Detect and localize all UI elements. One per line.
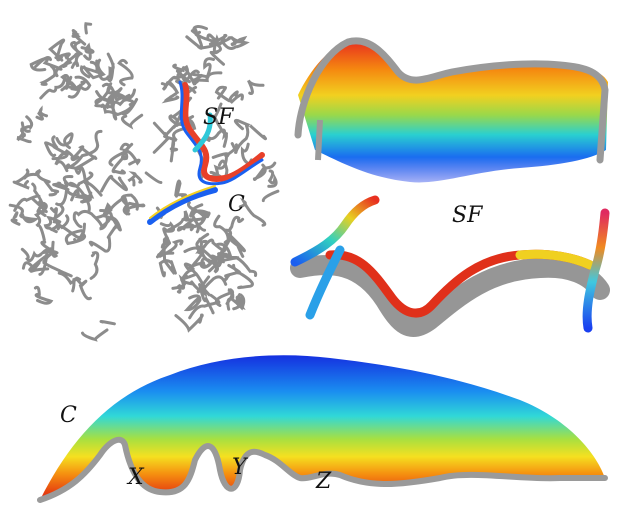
vessel — [171, 141, 176, 161]
vessel — [215, 216, 231, 239]
vessel — [128, 173, 141, 185]
vessel — [176, 181, 186, 196]
vessel — [41, 76, 65, 98]
vessel — [167, 83, 178, 94]
vessel — [102, 176, 127, 191]
notch-z: Z — [315, 469, 332, 494]
vessel — [67, 165, 85, 183]
vessel — [235, 120, 265, 138]
vessel — [35, 287, 51, 303]
vessel — [14, 213, 17, 218]
notch-x: X — [126, 465, 145, 490]
c-panel-label: C — [60, 403, 77, 428]
vessel — [229, 217, 242, 230]
vessel — [37, 110, 47, 120]
vessel — [269, 171, 276, 186]
sf-label: SF — [203, 105, 234, 130]
vessel-brain — [10, 24, 278, 340]
vessel — [12, 220, 19, 224]
vessel — [146, 173, 161, 183]
vessel — [91, 253, 98, 279]
vessel — [14, 170, 29, 188]
vessel — [217, 87, 230, 101]
notch-y: Y — [232, 455, 249, 480]
vessel — [86, 24, 91, 33]
vessel — [57, 134, 72, 148]
sf-panel-label: SF — [452, 203, 483, 228]
vessel — [54, 183, 68, 190]
c-label: C — [228, 192, 245, 217]
vessel — [263, 191, 278, 200]
vessel — [122, 115, 141, 126]
vessel — [77, 278, 91, 299]
vessel — [166, 94, 178, 101]
figure: SF C SF C X Y Z — [0, 0, 620, 519]
vessel — [119, 60, 132, 84]
vessel — [124, 203, 144, 214]
vessel — [57, 190, 79, 205]
vessel — [182, 270, 196, 284]
vessel — [154, 123, 166, 136]
vessel — [56, 54, 70, 76]
vessel — [248, 80, 263, 93]
sf-surface-top — [298, 41, 608, 183]
sf-tube — [295, 200, 605, 328]
vessel — [82, 46, 93, 60]
vessel — [83, 330, 108, 340]
vessel — [101, 321, 114, 323]
vessel — [230, 92, 242, 102]
